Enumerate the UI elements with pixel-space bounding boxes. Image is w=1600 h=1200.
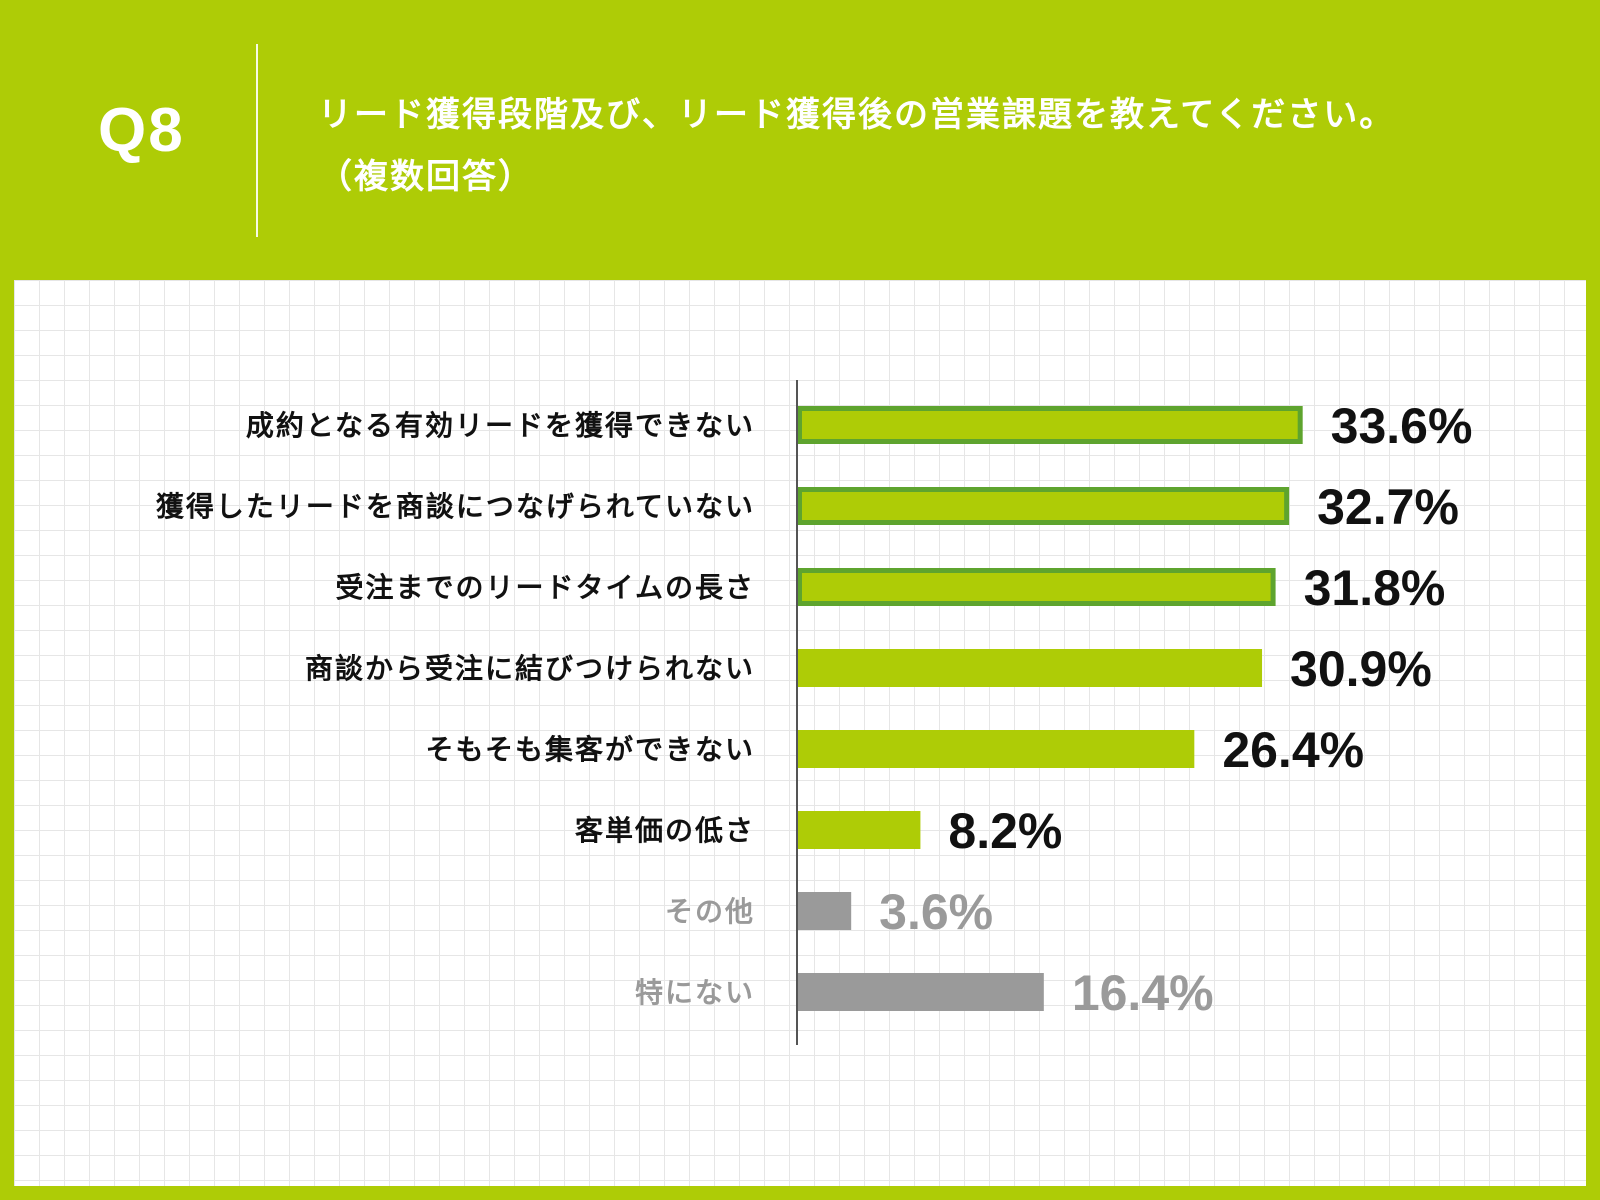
bar-chart: 成約となる有効リードを獲得できない 33.6% 獲得したリードを商談につなげられてい…	[156, 380, 1473, 1045]
question-number: Q8	[98, 96, 185, 165]
value-label: 8.2%	[948, 803, 1062, 859]
question-line-2: （複数回答）	[318, 157, 534, 197]
category-label: 受注までのリードタイムの長さ	[336, 571, 755, 604]
bar	[797, 568, 1276, 606]
bar	[797, 406, 1303, 444]
category-label: 特にない	[635, 976, 755, 1009]
value-label: 31.8%	[1304, 560, 1446, 616]
category-label: 客単価の低さ	[575, 814, 755, 847]
value-label: 30.9%	[1290, 641, 1432, 697]
value-label: 3.6%	[879, 884, 993, 940]
bar	[797, 487, 1290, 525]
value-label: 32.7%	[1317, 479, 1459, 535]
bar	[797, 892, 852, 930]
bar	[797, 649, 1263, 687]
chart-panel: 成約となる有効リードを獲得できない 33.6% 獲得したリードを商談につなげられてい…	[14, 280, 1586, 1186]
header-divider	[256, 44, 258, 237]
header: Q8 リード獲得段階及び、リード獲得後の営業課題を教えてください。 （複数回答）	[0, 0, 1600, 280]
bar	[797, 730, 1195, 768]
category-label: 商談から受注に結びつけられない	[305, 652, 755, 685]
bar	[797, 811, 921, 849]
category-label: 成約となる有効リードを獲得できない	[246, 409, 755, 442]
bar	[797, 973, 1044, 1011]
question-text: リード獲得段階及び、リード獲得後の営業課題を教えてください。 （複数回答）	[318, 84, 1568, 208]
value-label: 33.6%	[1331, 398, 1473, 454]
category-label: その他	[665, 895, 755, 928]
value-label: 16.4%	[1072, 965, 1214, 1021]
question-line-1: リード獲得段階及び、リード獲得後の営業課題を教えてください。	[318, 95, 1396, 135]
category-label: 獲得したリードを商談につなげられていない	[156, 490, 755, 523]
category-label: そもそも集客ができない	[426, 733, 755, 766]
value-label: 26.4%	[1222, 722, 1364, 778]
